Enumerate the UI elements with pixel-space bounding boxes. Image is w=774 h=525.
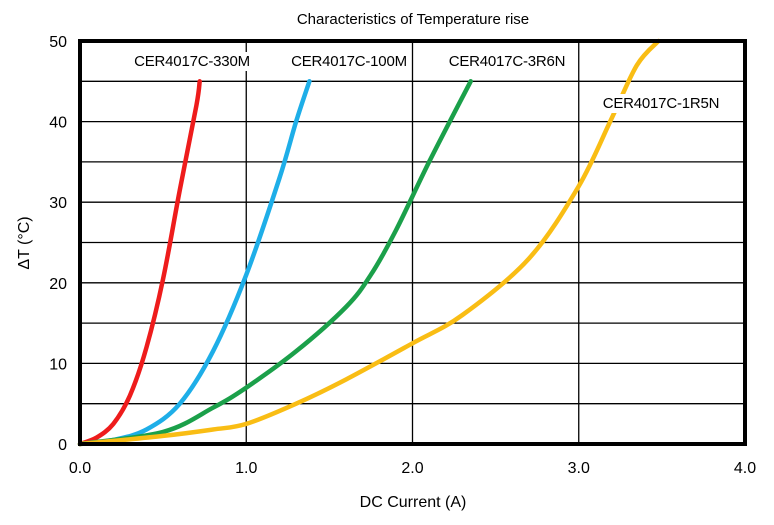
x-tick-label: 3.0 xyxy=(568,460,590,477)
y-axis-label: ΔT (°C) xyxy=(16,216,33,269)
grid-lines xyxy=(80,41,745,444)
y-tick-label: 10 xyxy=(49,356,67,373)
series-label: CER4017C-3R6N xyxy=(449,53,566,70)
series-label-background xyxy=(599,94,723,113)
x-tick-label: 0.0 xyxy=(69,460,91,477)
x-tick-label: 1.0 xyxy=(235,460,257,477)
x-tick-label: 4.0 xyxy=(734,460,756,477)
y-tick-label: 50 xyxy=(49,34,67,51)
tick-labels: 0.0 1.0 2.0 3.0 4.0 0 10 20 30 40 50 xyxy=(49,34,756,477)
series-line xyxy=(77,79,202,447)
y-tick-label: 20 xyxy=(49,276,67,293)
y-tick-label: 40 xyxy=(49,115,67,132)
series-line xyxy=(77,38,661,447)
x-tick-label: 2.0 xyxy=(401,460,423,477)
series-labels: CER4017C-330M CER4017C-100M CER4017C-3R6N C… xyxy=(131,52,723,113)
series-label: CER4017C-330M xyxy=(134,53,250,70)
y-tick-label: 0 xyxy=(58,437,67,454)
series-line xyxy=(77,79,312,447)
x-axis-label: DC Current (A) xyxy=(360,494,467,511)
plot-frame xyxy=(78,39,747,446)
series-line xyxy=(77,79,473,447)
series-lines xyxy=(77,38,661,447)
series-label-background xyxy=(131,52,253,71)
series-label-background xyxy=(288,52,410,71)
series-label: CER4017C-100M xyxy=(291,53,407,70)
y-tick-label: 30 xyxy=(49,195,67,212)
series-label: CER4017C-1R5N xyxy=(603,95,720,112)
chart-title: Characteristics of Temperature rise xyxy=(297,11,529,28)
series-label-background xyxy=(445,52,569,71)
